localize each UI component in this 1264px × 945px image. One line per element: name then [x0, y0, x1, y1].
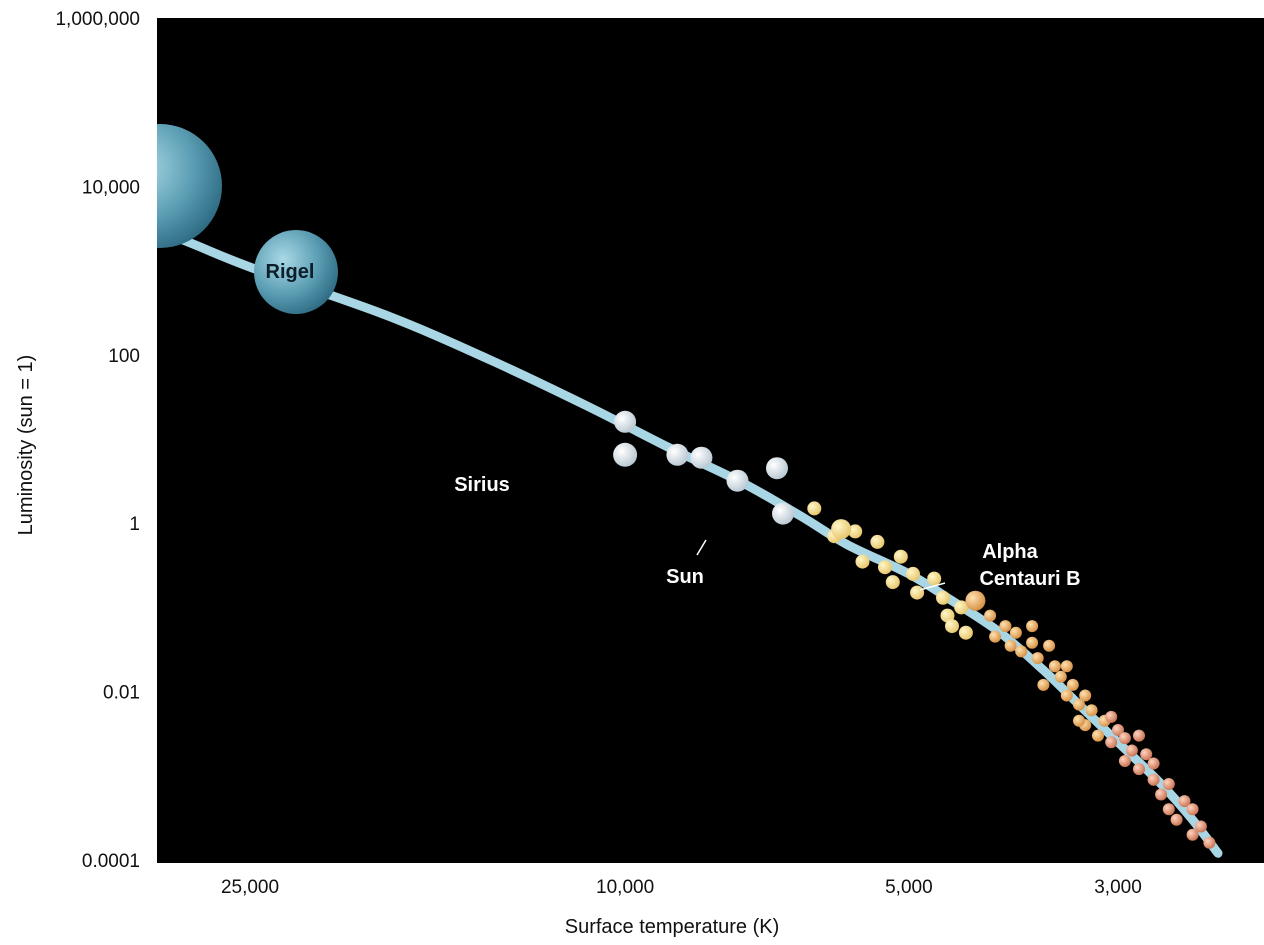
- star-point: [1043, 639, 1056, 652]
- star-point: [1015, 645, 1028, 658]
- sirius-star: [613, 442, 638, 467]
- y-axis-ticks: 1,000,000 10,000 100 1 0.01 0.0001: [55, 9, 140, 872]
- star-point: [1060, 689, 1073, 702]
- star-point: [666, 443, 689, 466]
- star-point: [1118, 732, 1131, 745]
- star-point: [1026, 620, 1039, 633]
- star-point: [906, 566, 920, 581]
- star-point: [1147, 773, 1160, 786]
- y-tick-label: 10,000: [82, 177, 140, 198]
- star-point: [1162, 803, 1175, 816]
- alpha-centauri-label-line2: Centauri B: [979, 568, 1080, 590]
- y-tick-label: 100: [108, 346, 140, 367]
- star-point: [1009, 626, 1022, 639]
- star-point: [1162, 778, 1175, 790]
- star-point: [1194, 820, 1207, 833]
- star-point: [999, 620, 1012, 633]
- alpha-centauri-b-star: [965, 590, 986, 611]
- star-point: [1140, 748, 1153, 761]
- star-point: [1073, 714, 1085, 727]
- star-point: [870, 534, 885, 549]
- star-point: [1054, 670, 1067, 683]
- y-tick-label: 1: [129, 514, 140, 535]
- named-stars: [157, 124, 986, 611]
- x-tick-label: 25,000: [221, 877, 279, 898]
- sun-label: Sun: [666, 566, 704, 588]
- star-point: [1066, 678, 1079, 691]
- star-point: [1092, 729, 1104, 742]
- x-tick-label: 3,000: [1094, 877, 1142, 898]
- x-axis-title: Surface temperature (K): [565, 916, 780, 938]
- star-point: [1073, 698, 1085, 711]
- star-points: [614, 410, 1216, 849]
- star-point: [893, 549, 908, 564]
- star-point: [1125, 744, 1138, 757]
- star-point: [1085, 704, 1098, 717]
- x-axis-ticks: 25,000 10,000 5,000 3,000: [221, 877, 1142, 898]
- y-axis-title: Luminosity (sun = 1): [15, 355, 37, 536]
- y-tick-label: 1,000,000: [55, 9, 140, 30]
- star-point: [910, 585, 925, 600]
- main-sequence-curve: [157, 225, 1223, 858]
- star-point: [1060, 660, 1073, 673]
- x-tick-label: 10,000: [596, 877, 654, 898]
- star-point: [1203, 836, 1216, 849]
- star-point: [885, 575, 900, 590]
- star-point: [1031, 652, 1044, 665]
- star-point: [927, 571, 942, 586]
- star-point: [936, 590, 950, 605]
- star-point: [766, 457, 788, 480]
- sun-star: [831, 519, 852, 540]
- star-point: [1147, 757, 1160, 770]
- star-point: [1133, 763, 1145, 776]
- star-point: [1118, 755, 1131, 767]
- star-point: [1170, 813, 1183, 826]
- star-point: [940, 608, 955, 623]
- star-point: [1105, 736, 1118, 749]
- sun-leader-line: [696, 539, 707, 556]
- star-point: [1178, 795, 1191, 808]
- star-point: [1004, 639, 1017, 652]
- sirius-label: Sirius: [454, 474, 510, 496]
- rigel-label: Rigel: [266, 261, 315, 283]
- x-tick-label: 5,000: [885, 877, 933, 898]
- star-point: [726, 469, 749, 492]
- y-tick-label: 0.01: [103, 683, 140, 704]
- star-point: [807, 501, 822, 516]
- star-point: [1112, 724, 1124, 736]
- star-point: [958, 625, 973, 640]
- star-point: [848, 524, 863, 539]
- star-point: [1186, 803, 1199, 816]
- star-point: [1048, 660, 1061, 673]
- star-point: [1186, 828, 1199, 841]
- star-point: [1037, 678, 1050, 691]
- giant-star: [157, 124, 222, 248]
- star-point: [690, 446, 713, 469]
- star-point: [984, 609, 997, 622]
- star-point: [945, 619, 959, 634]
- star-point: [772, 502, 794, 525]
- star-point: [1133, 729, 1145, 742]
- rigel-star: [254, 230, 338, 314]
- alpha-centauri-label-line1: Alpha: [982, 541, 1038, 563]
- star-point: [1026, 636, 1039, 649]
- star-point: [614, 410, 637, 433]
- star-point: [878, 560, 892, 575]
- star-point: [1155, 788, 1168, 801]
- star-point: [1105, 710, 1118, 723]
- star-point: [989, 630, 1002, 643]
- alpha-centauri-leader-line: [919, 582, 946, 591]
- star-point: [954, 600, 969, 615]
- star-point: [855, 554, 870, 569]
- star-point: [1079, 689, 1092, 702]
- y-tick-label: 0.0001: [82, 851, 140, 872]
